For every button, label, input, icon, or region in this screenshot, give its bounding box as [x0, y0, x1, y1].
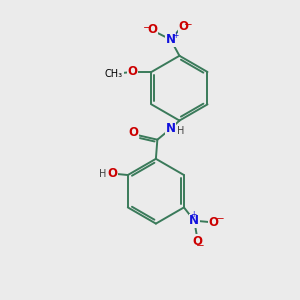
Text: O: O [127, 65, 137, 79]
Text: −: − [184, 20, 193, 30]
Text: O: O [107, 167, 117, 180]
Text: −: − [143, 23, 152, 33]
Text: O: O [128, 126, 138, 140]
Text: H: H [177, 126, 185, 136]
Text: CH₃: CH₃ [105, 69, 123, 79]
Text: N: N [166, 122, 176, 135]
Text: O: O [178, 20, 188, 33]
Text: N: N [166, 33, 176, 46]
Text: N: N [189, 214, 199, 227]
Text: O: O [208, 216, 218, 229]
Text: −: − [196, 241, 205, 251]
Text: +: + [190, 210, 197, 219]
Text: −: − [215, 214, 224, 224]
Text: H: H [98, 169, 106, 178]
Text: +: + [172, 31, 178, 40]
Text: O: O [147, 23, 157, 36]
Text: O: O [192, 235, 202, 248]
